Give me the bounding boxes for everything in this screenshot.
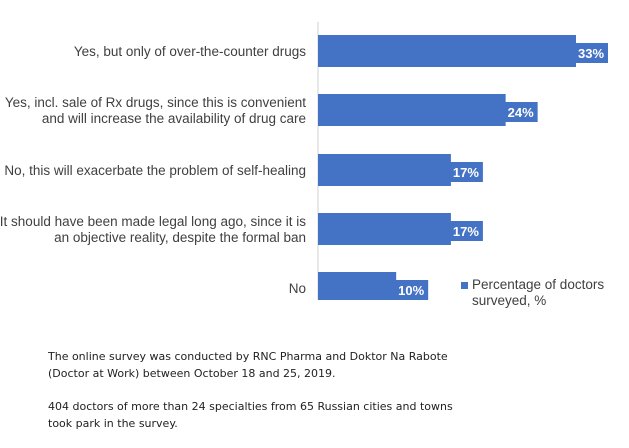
data-label-box bbox=[394, 280, 429, 300]
bar-chart: Yes, but only of over-the-counter drugs Y… bbox=[0, 22, 608, 300]
category-label-line: No bbox=[289, 281, 306, 296]
category-label: No, this will exacerbate the problem of … bbox=[4, 163, 306, 178]
bar bbox=[318, 94, 506, 126]
data-label: 33% bbox=[578, 46, 604, 61]
legend-swatch bbox=[461, 282, 468, 289]
category-label-line: an objective reality, despite the formal… bbox=[54, 230, 306, 245]
category-label: No bbox=[289, 281, 306, 296]
survey-notes: The online survey was conducted by RNC P… bbox=[48, 348, 468, 448]
bar bbox=[318, 272, 397, 300]
data-label-box bbox=[448, 221, 483, 241]
category-label-line: Yes, but only of over-the-counter drugs bbox=[74, 44, 306, 59]
data-label-box bbox=[574, 43, 608, 63]
data-labels: 33% 24% 17% 17% 10% bbox=[394, 43, 608, 300]
survey-note-dates: The online survey was conducted by RNC P… bbox=[48, 350, 448, 380]
category-label: Yes, but only of over-the-counter drugs bbox=[74, 44, 306, 59]
data-label-box bbox=[503, 102, 538, 122]
bars bbox=[318, 35, 576, 300]
survey-note-participants: 404 doctors of more than 24 specialties … bbox=[48, 400, 453, 430]
data-label: 24% bbox=[508, 105, 534, 120]
category-label-line: and will increase the availability of dr… bbox=[42, 111, 306, 126]
category-label-line: It should have been made legal long ago,… bbox=[0, 214, 306, 229]
data-label-box bbox=[448, 162, 483, 182]
data-label: 17% bbox=[453, 165, 479, 180]
legend-label: Percentage of doctors surveyed, % bbox=[472, 277, 622, 309]
legend: Percentage of doctors surveyed, % bbox=[461, 277, 626, 309]
category-label-line: Yes, incl. sale of Rx drugs, since this … bbox=[5, 95, 306, 110]
category-label: It should have been made legal long ago,… bbox=[0, 214, 306, 245]
legend-label-line1: Percentage of doctors bbox=[472, 277, 605, 292]
category-label-line: No, this will exacerbate the problem of … bbox=[4, 163, 306, 178]
bar bbox=[318, 154, 451, 186]
legend-label-line2: surveyed, % bbox=[472, 293, 547, 308]
data-label: 10% bbox=[398, 283, 424, 298]
bar bbox=[318, 35, 576, 67]
data-label: 17% bbox=[453, 224, 479, 239]
bar bbox=[318, 213, 451, 245]
category-labels: Yes, but only of over-the-counter drugs Y… bbox=[0, 44, 306, 296]
category-label: Yes, incl. sale of Rx drugs, since this … bbox=[5, 95, 306, 126]
